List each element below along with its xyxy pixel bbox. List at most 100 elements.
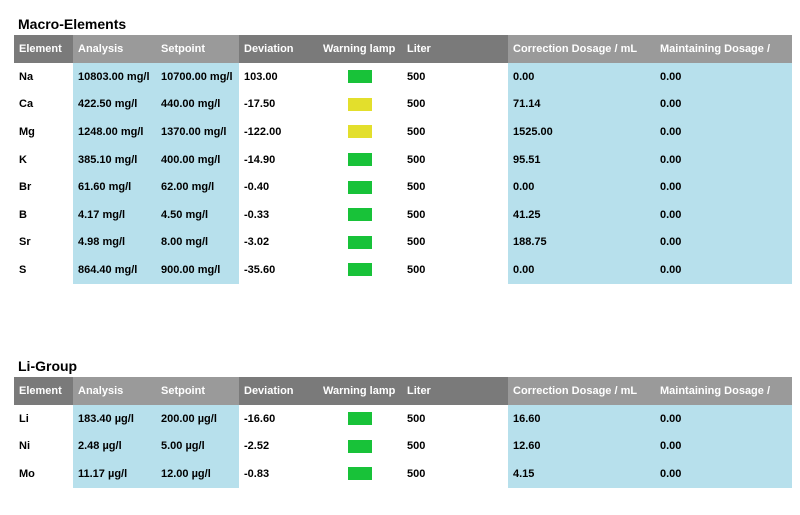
cell-correction-dosage: 16.60	[508, 405, 655, 433]
cell-analysis: 385.10 mg/l	[73, 145, 156, 174]
cell-element: B	[19, 208, 27, 221]
cell-deviation: -0.33	[244, 208, 270, 221]
cell-warning-lamp	[318, 229, 402, 257]
header-setpoint: Setpoint	[156, 35, 239, 63]
cell-maintaining-dosage: 0.00	[655, 460, 792, 488]
table-row: Mo 11.17 µg/l 12.00 µg/l -0.83 500 4.15 0.00	[14, 460, 792, 488]
cell-warning-lamp	[318, 91, 402, 119]
cell-deviation: -0.83	[244, 467, 270, 480]
cell-analysis: 10803.00 mg/l	[73, 63, 156, 91]
li-group-body: Li 183.40 µg/l 200.00 µg/l -16.60 500 16.60 0.…	[14, 405, 792, 488]
table-row: Na 10803.00 mg/l 10700.00 mg/l 103.00 500 0.0…	[14, 63, 792, 91]
table-row: S 864.40 mg/l 900.00 mg/l -35.60 500 0.00 0.00	[14, 256, 792, 284]
header-row: Element Analysis Setpoint Deviation Warn…	[14, 377, 792, 405]
cell-analysis: 422.50 mg/l	[73, 90, 156, 119]
cell-warning-lamp	[318, 460, 402, 488]
cell-analysis: 183.40 µg/l	[73, 405, 156, 433]
cell-liter: 500	[407, 98, 426, 111]
warning-lamp-indicator	[348, 180, 372, 194]
cell-warning-lamp	[318, 118, 402, 146]
header-analysis: Analysis	[73, 377, 156, 405]
cell-liter: 500	[407, 70, 426, 83]
cell-deviation: -16.60	[244, 412, 276, 425]
cell-maintaining-dosage: 0.00	[655, 432, 792, 461]
warning-lamp-indicator	[348, 208, 372, 222]
cell-setpoint: 10700.00 mg/l	[156, 63, 239, 91]
cell-deviation: -2.52	[244, 440, 270, 453]
header-deviation: Deviation	[239, 35, 318, 63]
cell-maintaining-dosage: 0.00	[655, 173, 792, 201]
warning-lamp-indicator	[348, 70, 372, 84]
cell-warning-lamp	[318, 63, 402, 91]
cell-setpoint: 8.00 mg/l	[156, 228, 239, 257]
macro-elements-section: Macro-Elements Element Analysis Setpoint…	[14, 13, 792, 284]
cell-correction-dosage: 1525.00	[508, 118, 655, 146]
cell-warning-lamp	[318, 405, 402, 433]
cell-element: Li	[19, 412, 29, 425]
cell-liter: 500	[407, 412, 426, 425]
cell-deviation: -3.02	[244, 236, 270, 249]
li-group-section: Li-Group Element Analysis Setpoint Devia…	[14, 355, 792, 488]
cell-deviation: 103.00	[244, 70, 278, 83]
cell-setpoint: 400.00 mg/l	[156, 145, 239, 174]
cell-deviation: -122.00	[244, 125, 282, 138]
warning-lamp-indicator	[348, 153, 372, 167]
cell-analysis: 4.17 mg/l	[73, 200, 156, 229]
cell-maintaining-dosage: 0.00	[655, 90, 792, 119]
header-liter: Liter	[402, 35, 508, 63]
cell-setpoint: 900.00 mg/l	[156, 256, 239, 284]
warning-lamp-indicator	[348, 439, 372, 453]
cell-element: Na	[19, 70, 34, 83]
cell-correction-dosage: 0.00	[508, 173, 655, 201]
cell-warning-lamp	[318, 173, 402, 201]
cell-maintaining-dosage: 0.00	[655, 228, 792, 257]
cell-analysis: 864.40 mg/l	[73, 256, 156, 284]
cell-correction-dosage: 95.51	[508, 145, 655, 174]
cell-element: Ca	[19, 98, 34, 111]
warning-lamp-indicator	[348, 235, 372, 249]
cell-element: Mg	[19, 125, 35, 138]
cell-liter: 500	[407, 125, 426, 138]
cell-maintaining-dosage: 0.00	[655, 118, 792, 146]
cell-setpoint: 62.00 mg/l	[156, 173, 239, 201]
header-analysis: Analysis	[73, 35, 156, 63]
cell-liter: 500	[407, 181, 426, 194]
cell-maintaining-dosage: 0.00	[655, 145, 792, 174]
cell-deviation: -0.40	[244, 181, 270, 194]
header-liter: Liter	[402, 377, 508, 405]
header-correction-dosage: Correction Dosage / mL	[508, 377, 655, 405]
cell-liter: 500	[407, 467, 426, 480]
cell-maintaining-dosage: 0.00	[655, 63, 792, 91]
warning-lamp-indicator	[348, 467, 372, 481]
cell-element: S	[19, 263, 27, 276]
cell-element: K	[19, 153, 27, 166]
cell-maintaining-dosage: 0.00	[655, 200, 792, 229]
table-row: Ca 422.50 mg/l 440.00 mg/l -17.50 500 71.14 0.…	[14, 90, 792, 119]
header-warning-lamp: Warning lamp	[318, 35, 402, 63]
cell-analysis: 4.98 mg/l	[73, 228, 156, 257]
cell-deviation: -14.90	[244, 153, 276, 166]
cell-correction-dosage: 0.00	[508, 256, 655, 284]
cell-liter: 500	[407, 263, 426, 276]
cell-correction-dosage: 71.14	[508, 90, 655, 119]
cell-maintaining-dosage: 0.00	[655, 405, 792, 433]
cell-setpoint: 4.50 mg/l	[156, 200, 239, 229]
table-row: Ni 2.48 µg/l 5.00 µg/l -2.52 500 12.60 0.00	[14, 432, 792, 461]
cell-correction-dosage: 0.00	[508, 63, 655, 91]
table-row: Mg 1248.00 mg/l 1370.00 mg/l -122.00 500 1525…	[14, 118, 792, 146]
cell-liter: 500	[407, 208, 426, 221]
cell-maintaining-dosage: 0.00	[655, 256, 792, 284]
header-correction-dosage: Correction Dosage / mL	[508, 35, 655, 63]
cell-setpoint: 5.00 µg/l	[156, 432, 239, 461]
table-row: K 385.10 mg/l 400.00 mg/l -14.90 500 95.51 0.0…	[14, 145, 792, 174]
cell-analysis: 2.48 µg/l	[73, 432, 156, 461]
cell-element: Br	[19, 181, 32, 194]
table-row: Li 183.40 µg/l 200.00 µg/l -16.60 500 16.60 0.…	[14, 405, 792, 433]
header-element: Element	[14, 377, 73, 405]
cell-setpoint: 440.00 mg/l	[156, 90, 239, 119]
li-group-table: Element Analysis Setpoint Deviation Warn…	[14, 377, 792, 488]
cell-setpoint: 200.00 µg/l	[156, 405, 239, 433]
section-title: Macro-Elements	[18, 16, 127, 32]
table-row: Sr 4.98 mg/l 8.00 mg/l -3.02 500 188.75 0.00	[14, 228, 792, 257]
table-row: Br 61.60 mg/l 62.00 mg/l -0.40 500 0.00 0.00	[14, 173, 792, 201]
